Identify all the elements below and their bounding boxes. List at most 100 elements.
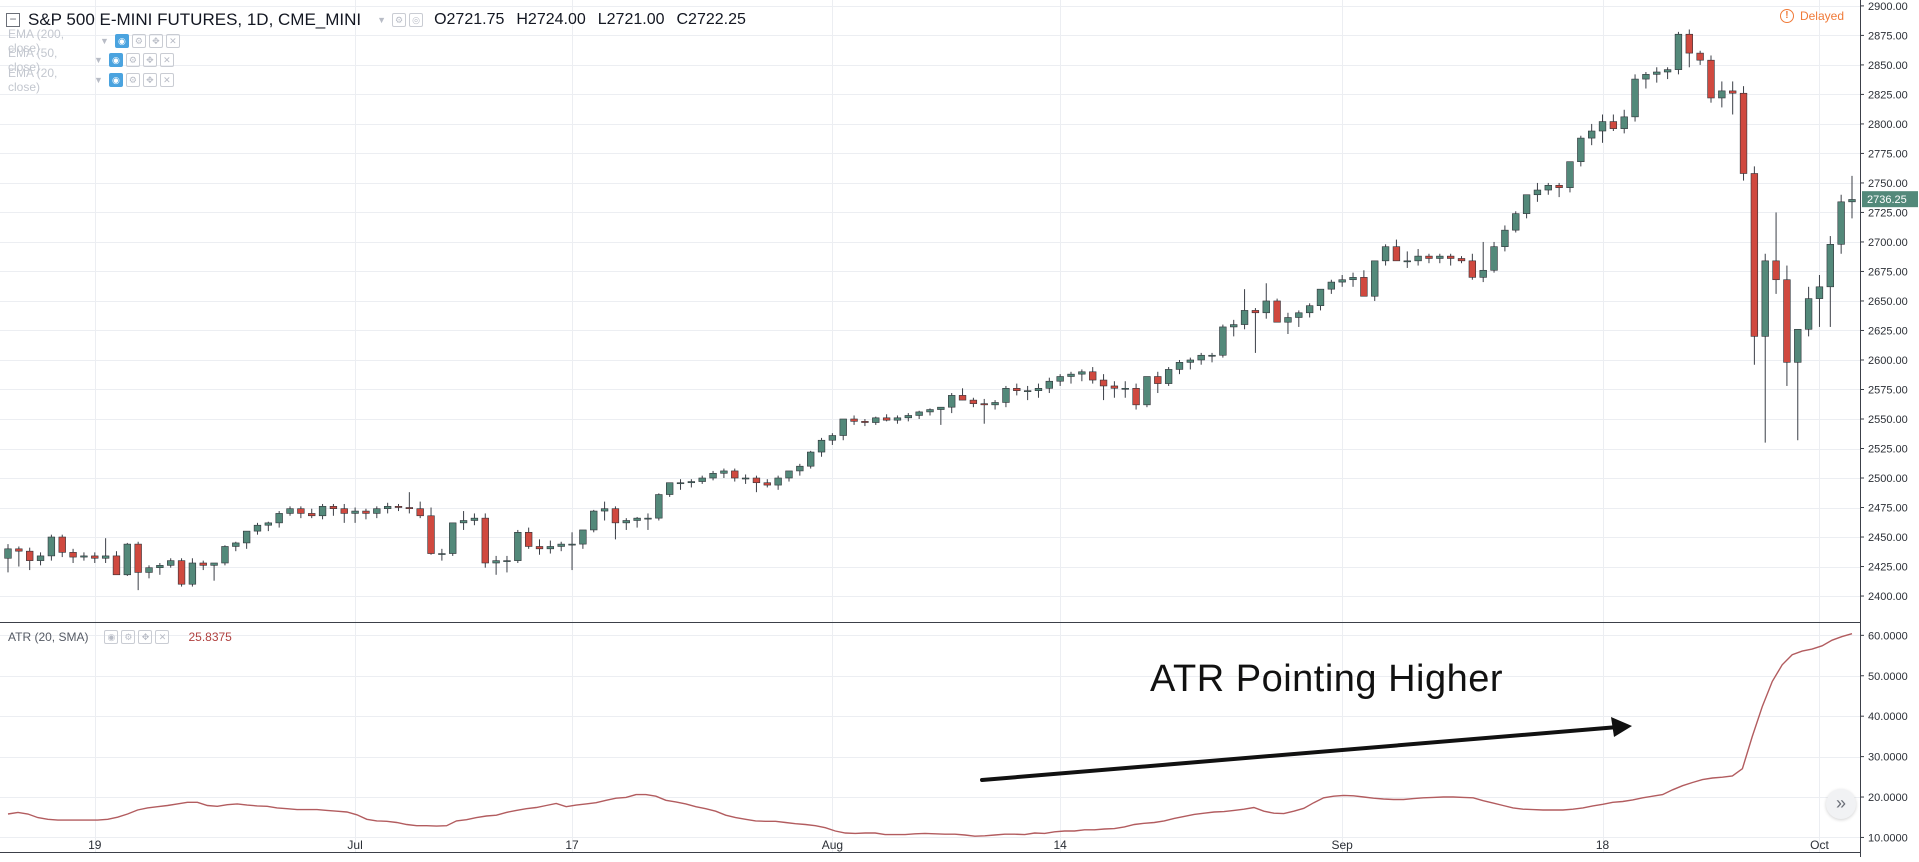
candle-body bbox=[36, 555, 45, 561]
y-tick-label: 50.0000 bbox=[1868, 671, 1908, 683]
candle bbox=[275, 511, 283, 528]
candle-body bbox=[1175, 362, 1184, 370]
candle bbox=[1240, 289, 1249, 330]
candle-body bbox=[817, 439, 826, 453]
indicator-ema-200[interactable]: EMA (200, close) ▼ ◉ ⚙ ✥ ✕ bbox=[8, 27, 183, 55]
candle bbox=[1219, 324, 1227, 358]
candle bbox=[752, 475, 761, 493]
settings-icon[interactable]: ⚙ bbox=[131, 34, 146, 48]
candle bbox=[1251, 308, 1260, 353]
settings-icon[interactable]: ⚙ bbox=[125, 73, 140, 87]
candle-body bbox=[470, 517, 479, 521]
candle-body bbox=[1089, 371, 1097, 381]
x-tick-label: 18 bbox=[1596, 838, 1610, 852]
chevron-down-icon[interactable]: ▼ bbox=[377, 15, 387, 25]
candle bbox=[698, 475, 706, 484]
candle-body bbox=[1490, 246, 1498, 271]
close-icon[interactable]: ✕ bbox=[159, 53, 174, 67]
candle-body bbox=[1436, 255, 1444, 259]
candle bbox=[904, 413, 912, 422]
chevron-down-icon[interactable]: ▼ bbox=[94, 75, 103, 85]
close-icon[interactable]: ✕ bbox=[155, 630, 170, 644]
candle-body bbox=[1164, 369, 1173, 384]
candle-body bbox=[687, 481, 696, 484]
eye-icon[interactable]: ◉ bbox=[114, 34, 129, 48]
eye-icon[interactable]: ◉ bbox=[104, 630, 119, 644]
move-icon[interactable]: ✥ bbox=[138, 630, 153, 644]
candle-body bbox=[785, 470, 793, 479]
candle-body bbox=[1848, 199, 1856, 203]
y-tick-label: 2675.00 bbox=[1868, 266, 1908, 278]
candle bbox=[1457, 256, 1466, 264]
candle-body bbox=[980, 403, 988, 406]
candle-body bbox=[1598, 121, 1607, 132]
move-icon[interactable]: ✥ bbox=[142, 73, 157, 87]
candle-body bbox=[991, 402, 999, 406]
candle bbox=[774, 475, 782, 490]
x-tick-label: 19 bbox=[88, 838, 102, 852]
candle bbox=[253, 522, 262, 535]
candle bbox=[1056, 374, 1064, 386]
candle-body bbox=[1826, 244, 1834, 288]
candle-body bbox=[969, 399, 978, 404]
warning-icon: ! bbox=[1779, 9, 1794, 23]
y-tick-label: 30.0000 bbox=[1868, 752, 1908, 764]
candle bbox=[427, 507, 435, 555]
annotation-text[interactable]: ATR Pointing Higher bbox=[1150, 658, 1504, 700]
y-tick-label: 2650.00 bbox=[1868, 296, 1908, 308]
y-tick-label: 2825.00 bbox=[1868, 89, 1908, 101]
atr-label[interactable]: ATR (20, SMA) bbox=[8, 630, 89, 644]
settings-icon[interactable]: ⚙ bbox=[121, 630, 136, 644]
candle bbox=[763, 479, 771, 488]
candle bbox=[893, 415, 902, 424]
collapse-icon[interactable]: − bbox=[6, 13, 20, 27]
candle-body bbox=[1327, 281, 1336, 290]
hide-icon[interactable]: ◎ bbox=[409, 13, 424, 27]
candle bbox=[36, 552, 45, 566]
candle-body bbox=[91, 555, 99, 559]
move-icon[interactable]: ✥ bbox=[142, 53, 157, 67]
symbol-title[interactable]: S&P 500 E-MINI FUTURES, 1D, CME_MINI bbox=[28, 10, 362, 29]
candle-body bbox=[47, 536, 56, 557]
eye-icon[interactable]: ◉ bbox=[108, 73, 123, 87]
candle-body bbox=[373, 508, 381, 514]
close-icon[interactable]: ✕ bbox=[165, 34, 180, 48]
candle-body bbox=[449, 522, 457, 554]
candle-body bbox=[1360, 277, 1368, 297]
candle bbox=[1186, 357, 1194, 370]
candle-body bbox=[492, 560, 500, 564]
indicator-ema-20[interactable]: EMA (20, close) ▼ ◉ ⚙ ✥ ✕ bbox=[8, 66, 177, 94]
candle-body bbox=[774, 477, 782, 486]
candle bbox=[264, 521, 272, 532]
candle bbox=[611, 506, 620, 540]
chevron-down-icon[interactable]: ▼ bbox=[94, 55, 103, 65]
close-value: C2722.25 bbox=[676, 11, 746, 28]
candle bbox=[1436, 253, 1444, 264]
indicator-ema-50[interactable]: EMA (50, close) ▼ ◉ ⚙ ✥ ✕ bbox=[8, 46, 177, 74]
candle-body bbox=[1186, 359, 1194, 363]
settings-icon[interactable]: ⚙ bbox=[125, 53, 140, 67]
candle-body bbox=[221, 546, 229, 564]
close-icon[interactable]: ✕ bbox=[159, 73, 174, 87]
candle-body bbox=[807, 451, 815, 467]
eye-icon[interactable]: ◉ bbox=[108, 53, 123, 67]
candle bbox=[1197, 352, 1205, 365]
candle bbox=[470, 513, 479, 526]
candle-body bbox=[1099, 379, 1108, 387]
y-tick-label: 2700.00 bbox=[1868, 237, 1908, 249]
settings-icon[interactable]: ⚙ bbox=[392, 13, 407, 27]
chevron-down-icon[interactable]: ▼ bbox=[100, 36, 109, 46]
candle-body bbox=[416, 508, 424, 517]
candle bbox=[731, 468, 739, 482]
candle-body bbox=[1522, 194, 1531, 214]
candle bbox=[1631, 74, 1639, 122]
move-icon[interactable]: ✥ bbox=[148, 34, 163, 48]
candle-body bbox=[253, 524, 262, 532]
delayed-badge[interactable]: ! Delayed bbox=[1779, 9, 1844, 23]
scroll-to-realtime-button[interactable]: » bbox=[1826, 789, 1856, 819]
candle bbox=[1327, 279, 1336, 294]
arrow-shaft bbox=[980, 725, 1620, 782]
candlestick-series bbox=[4, 29, 1856, 591]
